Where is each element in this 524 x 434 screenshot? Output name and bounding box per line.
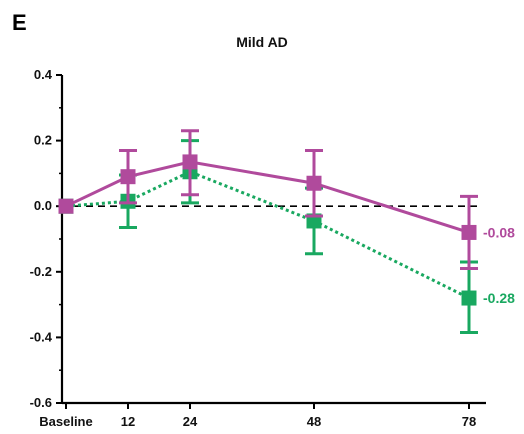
- data-point-marker: [306, 175, 322, 191]
- y-tick-label: 0.2: [34, 133, 52, 148]
- chart-title: Mild AD: [236, 34, 288, 50]
- y-tick-label: -0.2: [30, 264, 52, 279]
- x-tick-label: 24: [183, 414, 198, 429]
- y-tick-label: 0.4: [34, 67, 53, 82]
- x-tick-label: Baseline: [39, 414, 92, 429]
- data-point-marker: [182, 154, 198, 170]
- data-point-marker: [461, 290, 477, 306]
- x-tick-label: 48: [307, 414, 321, 429]
- y-tick-label: 0.0: [34, 198, 52, 213]
- series-end-label: -0.08: [483, 224, 515, 240]
- data-point-marker: [120, 169, 136, 185]
- x-tick-label: 12: [121, 414, 135, 429]
- series-group: -0.28 -0.08: [58, 129, 515, 334]
- y-tick-label: -0.6: [30, 395, 52, 410]
- series-end-label: -0.28: [483, 290, 515, 306]
- axes: 0.4 0.2 0.0 -0.2 -0.4 -0.6 Baseline 12 24 48 78: [30, 67, 486, 429]
- y-tick-label: -0.4: [30, 329, 53, 344]
- data-point-marker: [461, 224, 477, 240]
- x-tick-label: 78: [462, 414, 476, 429]
- series-magenta: -0.08: [58, 129, 515, 271]
- panel-letter: E: [12, 10, 27, 35]
- data-point-marker: [58, 198, 74, 214]
- series-line: [65, 170, 470, 300]
